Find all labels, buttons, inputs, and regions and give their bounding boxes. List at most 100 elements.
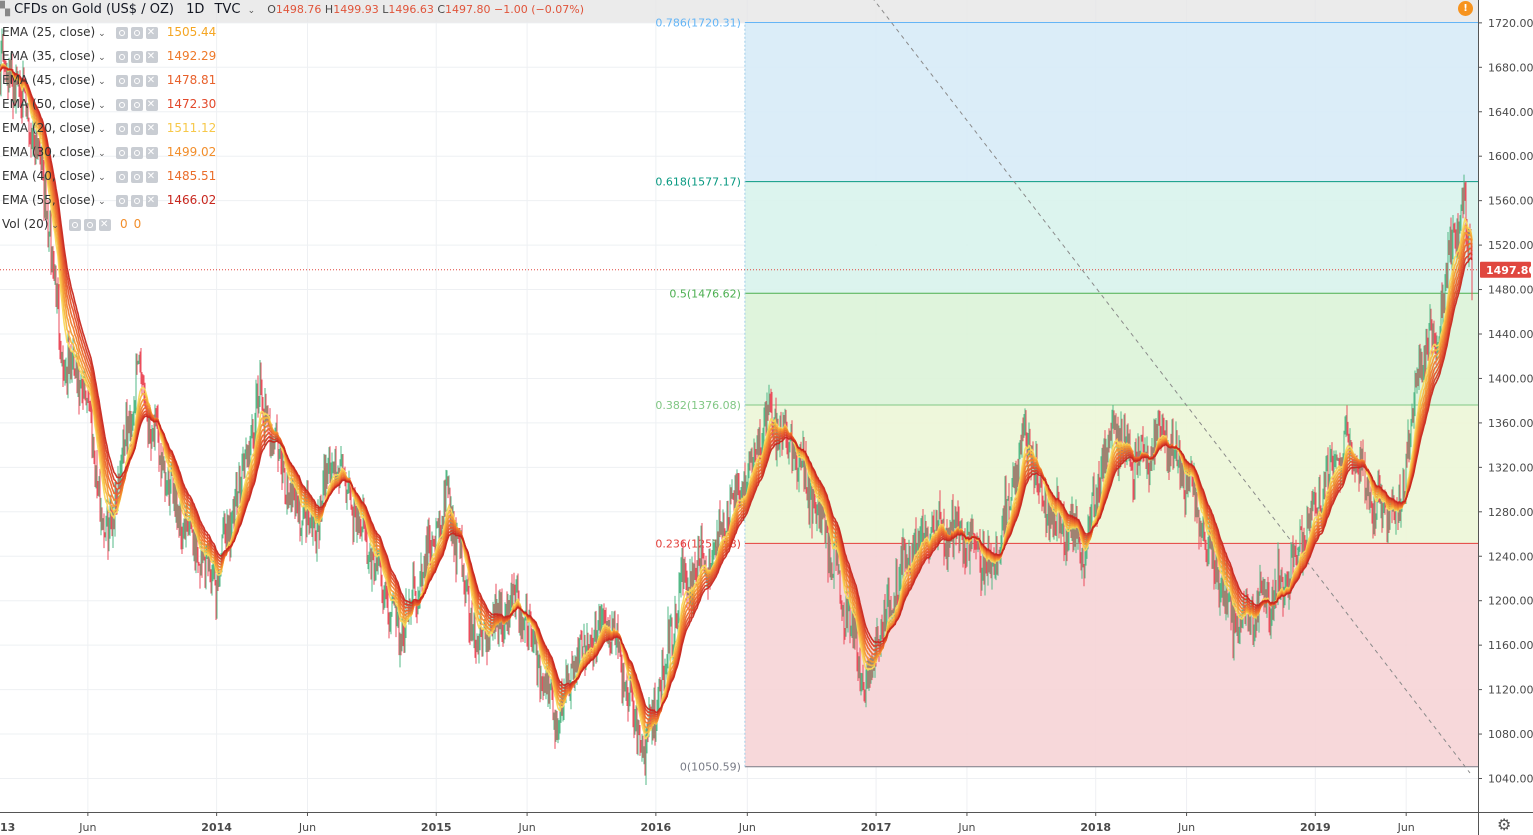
fib-zone [744, 22, 1478, 182]
x-tick-label: Jun [298, 821, 316, 834]
fib-level-label: 0.382(1376.08) [655, 399, 741, 412]
close-icon[interactable] [145, 45, 158, 69]
indicator-controls [115, 21, 161, 45]
y-tick-label: 1160.00 [1488, 639, 1533, 652]
indicator-label[interactable]: EMA (50, close) [2, 97, 96, 111]
indicator-value: 1466.02 [166, 193, 217, 207]
chevron-down-icon[interactable]: ⌄ [98, 53, 106, 63]
chevron-down-icon[interactable]: ⌄ [98, 101, 106, 111]
indicator-row[interactable]: EMA (50, close)⌄ 1472.30 [0, 92, 420, 117]
eye-icon[interactable] [115, 27, 128, 39]
symbol-title[interactable]: CFDs on Gold (US$ / OZ) [14, 2, 174, 17]
indicator-label[interactable]: EMA (25, close) [2, 25, 96, 39]
fib-zone [744, 543, 1478, 767]
y-tick-label: 1720.00 [1488, 17, 1533, 30]
indicator-label[interactable]: EMA (40, close) [2, 169, 96, 183]
indicator-row[interactable]: EMA (20, close)⌄ 1511.12 [0, 116, 420, 141]
eye-icon[interactable] [115, 171, 128, 183]
close-icon[interactable] [145, 21, 158, 45]
eye-icon[interactable] [115, 195, 128, 207]
indicator-controls [115, 189, 161, 213]
indicator-row[interactable]: EMA (25, close)⌄ 1505.44 [0, 20, 420, 45]
close-icon[interactable] [145, 165, 158, 189]
settings-icon[interactable] [130, 51, 143, 63]
chevron-down-icon[interactable]: ⌄ [247, 6, 256, 16]
y-tick-label: 1120.00 [1488, 684, 1533, 697]
x-tick-label: Jun [518, 821, 536, 834]
settings-icon[interactable] [130, 147, 143, 159]
close-icon[interactable] [145, 189, 158, 213]
indicator-value: 1505.44 [166, 25, 217, 39]
indicator-label[interactable]: EMA (45, close) [2, 73, 96, 87]
indicator-value: 1478.81 [166, 73, 217, 87]
gear-icon[interactable]: ⚙ [1497, 815, 1512, 834]
y-tick-label: 1600.00 [1488, 150, 1533, 163]
chevron-down-icon[interactable]: ⌄ [98, 125, 106, 135]
indicator-value: 1499.02 [166, 145, 217, 159]
indicator-row[interactable]: EMA (45, close)⌄ 1478.81 [0, 68, 420, 93]
indicator-row[interactable]: EMA (40, close)⌄ 1485.51 [0, 164, 420, 189]
indicator-label[interactable]: EMA (30, close) [2, 145, 96, 159]
indicator-controls [115, 45, 161, 69]
x-tick-label: 2019 [1300, 821, 1331, 834]
settings-icon[interactable] [130, 27, 143, 39]
x-tick-label: Jun [957, 821, 975, 834]
chevron-down-icon[interactable]: ⌄ [98, 77, 106, 87]
indicator-label[interactable]: Vol (20) [2, 217, 49, 231]
y-tick-label: 1320.00 [1488, 461, 1533, 474]
eye-icon[interactable] [115, 99, 128, 111]
indicator-label[interactable]: EMA (20, close) [2, 121, 96, 135]
indicator-value: 1485.51 [166, 169, 217, 183]
settings-icon[interactable] [130, 123, 143, 135]
fib-level-label: 0.786(1720.31) [655, 17, 741, 30]
indicator-row[interactable]: EMA (35, close)⌄ 1492.29 [0, 44, 420, 69]
chevron-down-icon[interactable]: ⌄ [98, 149, 106, 159]
eye-icon[interactable] [115, 147, 128, 159]
fibonacci-retracement: 0(1050.59)0.236(1251.58)0.382(1376.08)0.… [0, 0, 1478, 774]
y-tick-label: 1200.00 [1488, 595, 1533, 608]
y-tick-label: 1080.00 [1488, 728, 1533, 741]
close-icon[interactable] [145, 69, 158, 93]
x-tick-label: Jun [738, 821, 756, 834]
settings-icon[interactable] [130, 195, 143, 207]
chevron-down-icon[interactable]: ⌄ [98, 29, 106, 39]
indicator-row[interactable]: EMA (30, close)⌄ 1499.02 [0, 140, 420, 165]
close-icon[interactable] [145, 141, 158, 165]
indicator-controls [115, 117, 161, 141]
indicator-controls [115, 93, 161, 117]
tick-labels: 1040.00 1080.00 1120.00 1160.00 1200.00 1240.… [0, 17, 1533, 834]
y-tick-label: 1480.00 [1488, 284, 1533, 297]
indicator-row[interactable]: Vol (20)⌄ 00 [0, 212, 420, 237]
eye-icon[interactable] [68, 219, 81, 231]
indicator-controls [68, 213, 114, 237]
settings-icon[interactable] [130, 75, 143, 87]
chevron-down-icon[interactable]: ⌄ [98, 197, 106, 207]
current-price-label: 1497.80 [1486, 264, 1533, 277]
indicator-value: 1511.12 [166, 121, 217, 135]
settings-icon[interactable] [130, 99, 143, 111]
eye-icon[interactable] [115, 123, 128, 135]
close-icon[interactable] [145, 93, 158, 117]
x-tick-label: 2014 [201, 821, 232, 834]
alert-icon[interactable]: ! [1458, 1, 1473, 16]
eye-icon[interactable] [115, 51, 128, 63]
indicator-label[interactable]: EMA (35, close) [2, 49, 96, 63]
ema-line [0, 64, 1473, 730]
x-tick-label: Jun [1397, 821, 1415, 834]
settings-icon[interactable] [83, 219, 96, 231]
indicator-label[interactable]: EMA (55, close) [2, 193, 96, 207]
eye-icon[interactable] [115, 75, 128, 87]
close-icon[interactable] [145, 117, 158, 141]
close-icon[interactable] [98, 213, 111, 237]
fib-zone [744, 293, 1478, 406]
chevron-down-icon[interactable]: ⌄ [98, 173, 106, 183]
indicator-value: 1472.30 [166, 97, 217, 111]
settings-icon[interactable] [130, 171, 143, 183]
x-tick-label: 13 [0, 821, 15, 834]
interval-label[interactable]: 1D [186, 2, 205, 17]
y-tick-label: 1680.00 [1488, 61, 1533, 74]
indicator-row[interactable]: EMA (55, close)⌄ 1466.02 [0, 188, 420, 213]
y-tick-label: 1640.00 [1488, 106, 1533, 119]
chevron-down-icon[interactable]: ⌄ [51, 221, 59, 231]
